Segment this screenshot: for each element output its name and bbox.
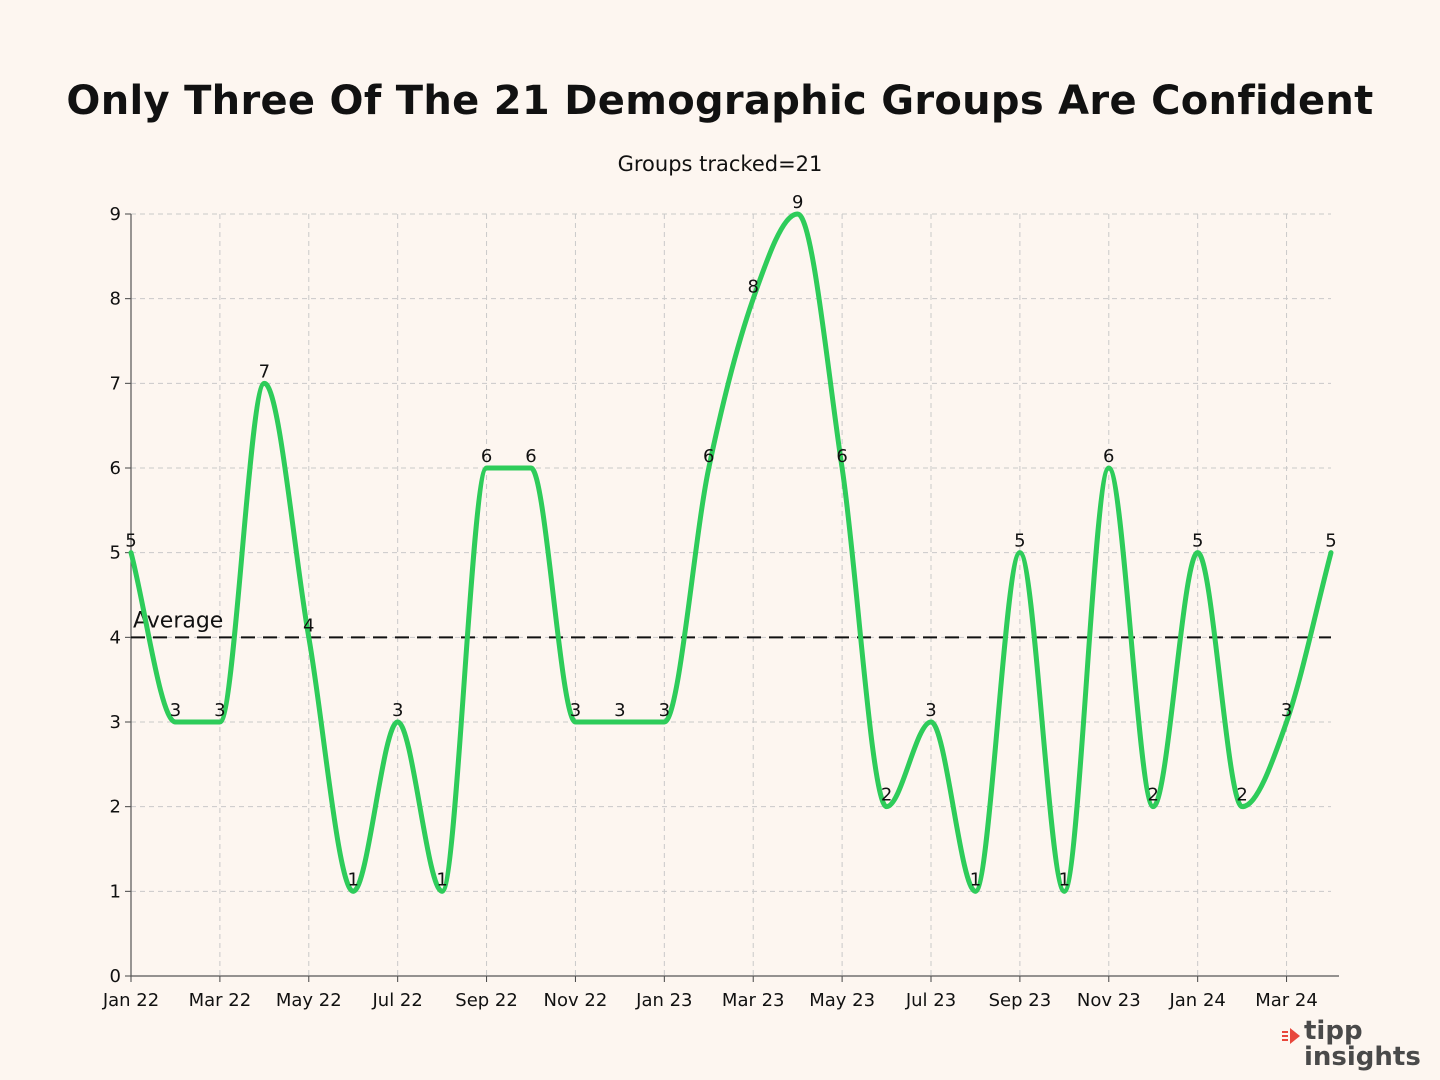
data-label: 2 — [881, 785, 892, 806]
x-tick-label: Nov 22 — [544, 990, 608, 1011]
y-tick-label: 4 — [110, 627, 121, 648]
y-tick-label: 7 — [110, 373, 121, 394]
x-tick-label: Sep 22 — [455, 990, 518, 1011]
data-label: 6 — [481, 446, 492, 467]
x-tick-label: Mar 24 — [1255, 990, 1318, 1011]
data-label: 1 — [970, 869, 981, 890]
data-label: 5 — [1325, 531, 1336, 552]
data-label: 1 — [1059, 869, 1070, 890]
data-label: 9 — [792, 192, 803, 213]
data-label: 3 — [1281, 700, 1292, 721]
data-label: 3 — [614, 700, 625, 721]
y-tick-label: 5 — [110, 543, 121, 564]
logo-text-insights: insights — [1304, 1042, 1421, 1072]
x-tick-label: May 22 — [276, 990, 342, 1011]
data-label: 3 — [214, 700, 225, 721]
data-label: 6 — [703, 446, 714, 467]
x-tick-label: Sep 23 — [989, 990, 1052, 1011]
data-label: 7 — [259, 361, 270, 382]
logo-text-tipp: tipp — [1304, 1016, 1363, 1046]
chart-subtitle: Groups tracked=21 — [617, 152, 823, 176]
data-label: 2 — [1147, 785, 1158, 806]
data-label: 4 — [303, 615, 314, 636]
logo-arrow-icon — [1282, 1028, 1300, 1044]
x-tick-label: Jan 22 — [102, 990, 159, 1011]
data-label: 6 — [525, 446, 536, 467]
series-line — [128, 211, 1334, 894]
data-label: 6 — [1103, 446, 1114, 467]
tipp-insights-logo: tipp insights — [1280, 1016, 1430, 1075]
x-tick-label: Jul 22 — [371, 990, 422, 1011]
x-tick-label: Jul 23 — [905, 990, 956, 1011]
x-tick-label: Jan 23 — [635, 990, 692, 1011]
data-label: 5 — [1192, 531, 1203, 552]
data-label: 5 — [1014, 531, 1025, 552]
data-label: 3 — [570, 700, 581, 721]
data-label: 6 — [836, 446, 847, 467]
data-label: 1 — [436, 869, 447, 890]
x-tick-label: May 23 — [809, 990, 875, 1011]
x-tick-label: Jan 24 — [1168, 990, 1225, 1011]
y-tick-label: 9 — [110, 204, 121, 225]
data-label: 8 — [747, 277, 758, 298]
x-tick-label: Nov 23 — [1077, 990, 1141, 1011]
x-tick-label: Mar 22 — [189, 990, 252, 1011]
data-label: 3 — [170, 700, 181, 721]
x-tick-label: Mar 23 — [722, 990, 785, 1011]
data-label: 1 — [347, 869, 358, 890]
data-label: 5 — [125, 531, 136, 552]
data-label: 3 — [392, 700, 403, 721]
y-tick-label: 8 — [110, 289, 121, 310]
y-tick-label: 1 — [110, 881, 121, 902]
y-tick-label: 0 — [110, 966, 121, 987]
y-tick-label: 6 — [110, 458, 121, 479]
y-tick-label: 2 — [110, 797, 121, 818]
data-label: 3 — [659, 700, 670, 721]
data-label: 2 — [1236, 785, 1247, 806]
y-tick-label: 3 — [110, 712, 121, 733]
chart-title: Only Three Of The 21 Demographic Groups … — [66, 78, 1374, 124]
data-label: 3 — [925, 700, 936, 721]
